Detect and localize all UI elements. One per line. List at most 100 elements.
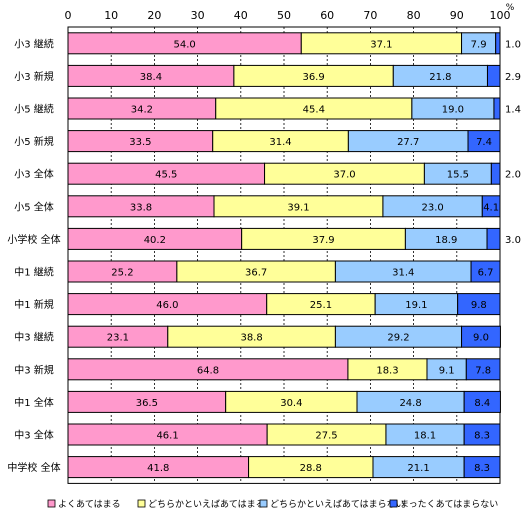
category-label: 中学校 全体 [7,461,60,474]
data-label: 9.8 [471,300,487,311]
data-label: 9.1 [439,365,455,376]
data-label: 19.0 [442,105,464,116]
data-label: 41.8 [147,463,169,474]
bar-segment [461,325,501,348]
category-label: 中1 全体 [14,396,54,409]
legend-label: どちらかといえばあてはまらない [270,499,405,510]
bar-segment [457,293,501,316]
x-tick-label: 80 [407,9,421,22]
data-label: 2.9 [505,72,521,83]
data-label: 8.3 [474,463,490,474]
x-tick-label: 30 [191,9,205,22]
data-label: 38.4 [140,72,162,83]
bar-segment [481,195,501,218]
legend-swatch [389,499,398,508]
data-label: 7.4 [476,137,492,148]
data-label: 15.5 [447,170,469,181]
bar-segment [470,260,501,283]
data-label: 24.8 [399,398,421,409]
data-label: 1.0 [505,39,521,50]
category-label: 中1 新規 [14,298,54,311]
category-label: 中3 全体 [14,429,54,442]
x-tick-label: 0 [65,9,72,22]
data-label: 8.4 [474,398,490,409]
data-label: 1.4 [505,105,521,116]
category-label: 小5 継続 [14,103,54,116]
data-label: 3.0 [505,235,521,246]
data-label: 38.8 [240,333,262,344]
data-label: 36.7 [245,268,267,279]
category-label: 小3 新規 [14,70,54,83]
data-label: 8.3 [474,431,490,442]
x-tick-label: 60 [320,9,334,22]
bar-segment [486,64,501,87]
data-label: 29.2 [387,333,409,344]
data-label: 25.1 [310,300,332,311]
category-label: 中1 継続 [14,266,54,279]
category-label: 中3 継続 [14,331,54,344]
legend-swatch [137,499,146,508]
data-label: 39.1 [287,202,309,213]
data-label: 31.4 [392,268,414,279]
data-label: 46.0 [156,300,178,311]
data-label: 18.3 [376,365,398,376]
category-label: 小5 全体 [14,200,54,213]
data-label: 18.1 [414,431,436,442]
data-label: 7.8 [475,365,491,376]
data-label: 28.8 [300,463,322,474]
x-tick-label: 70 [363,9,377,22]
data-label: 21.1 [407,463,429,474]
data-label: 9.0 [473,333,489,344]
data-label: 19.1 [405,300,427,311]
data-label: 27.5 [315,431,337,442]
category-label: 小3 継続 [14,37,54,50]
data-label: 23.0 [421,202,443,213]
bar-segment [463,456,501,479]
data-label: 25.2 [111,268,133,279]
data-label: 31.4 [269,137,291,148]
category-label: 中3 新規 [14,363,54,376]
data-label: 45.5 [155,170,177,181]
category-label: 小5 新規 [14,135,54,148]
data-label: 46.1 [156,431,178,442]
data-label: 6.7 [478,268,494,279]
bar-segment [467,130,501,153]
data-label: 37.1 [370,39,392,50]
x-tick-label: 10 [104,9,118,22]
bar-segment [486,227,501,250]
category-label: 小3 全体 [14,168,54,181]
bar-segment [495,32,501,55]
data-label: 37.9 [312,235,334,246]
legend-label: まったくあてはまらない [400,499,498,510]
bar-segment [493,97,501,120]
x-tick-label: 90 [450,9,464,22]
data-label: 64.8 [197,365,219,376]
data-label: 21.8 [429,72,451,83]
legend-label: どちらかといえばあてはまる [148,499,265,510]
x-tick-label: 100 [490,9,511,22]
category-label: 小学校 全体 [7,233,60,246]
bar-segment [465,358,501,381]
legend-swatch [47,499,56,508]
bar-segment [463,390,501,413]
data-label: 34.2 [131,105,153,116]
data-label: 36.9 [302,72,324,83]
data-label: 23.1 [107,333,129,344]
data-label: 37.0 [333,170,355,181]
x-tick-label: 20 [147,9,161,22]
x-tick-label: 50 [277,9,291,22]
bar-segment [463,423,501,446]
legend-swatch [259,499,268,508]
x-unit-label: % [506,3,515,13]
data-label: 2.0 [505,170,521,181]
legend-label: よくあてはまる [58,499,121,510]
data-label: 4.1 [483,202,499,213]
x-tick-label: 40 [234,9,248,22]
data-label: 30.4 [280,398,302,409]
data-label: 18.9 [435,235,457,246]
data-label: 33.8 [130,202,152,213]
data-label: 7.9 [471,39,487,50]
bar-segment [490,162,501,185]
